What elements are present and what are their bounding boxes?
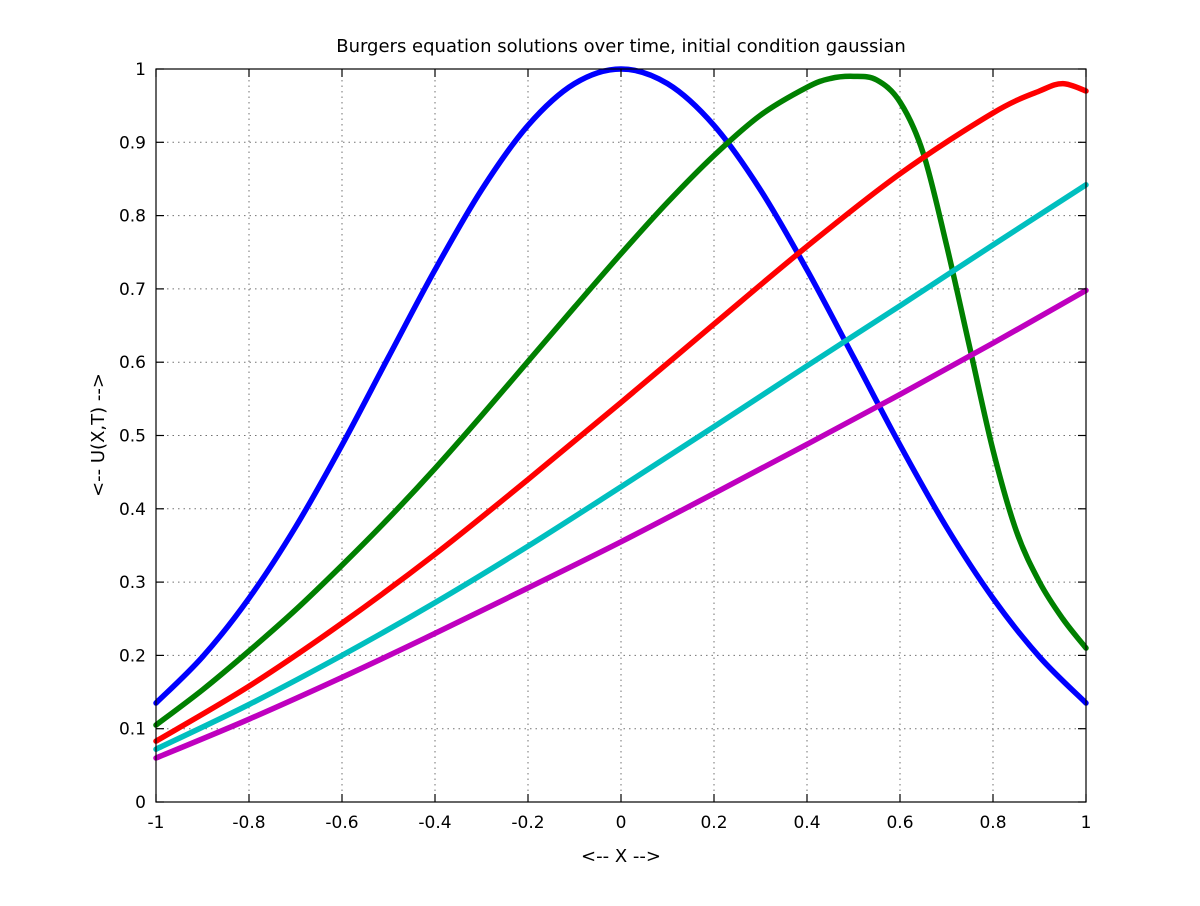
series-line-2 [153, 73, 1089, 728]
y-tick-label: 0.3 [119, 573, 146, 593]
x-tick-label: -1 [148, 813, 165, 833]
x-tick-label: -0.4 [418, 813, 451, 833]
y-tick-label: 1 [135, 60, 146, 80]
x-tick-label: 0.6 [886, 813, 913, 833]
series-lines [153, 66, 1089, 761]
x-tick-label: -0.6 [325, 813, 358, 833]
y-tick-label: 0.7 [119, 280, 146, 300]
y-tick-label: 0.6 [119, 353, 146, 373]
plot-background [156, 69, 1086, 802]
x-tick-label: 0.8 [979, 813, 1006, 833]
x-axis-label: <-- X --> [581, 846, 661, 867]
ticks: -1 -0.8 -0.6 -0.4 -0.2 0 0.2 0.4 0.6 0.8 1 0 0.1 0.2 0… [119, 60, 1091, 833]
y-tick-label: 0.4 [119, 500, 146, 520]
y-tick-label: 0.9 [119, 133, 146, 153]
y-tick-label: 0.1 [119, 720, 146, 740]
y-tick-label: 0.5 [119, 427, 146, 447]
x-tick-label: -0.8 [232, 813, 265, 833]
series-line-5 [153, 287, 1089, 761]
x-tick-label: 0.4 [793, 813, 820, 833]
series-line-3 [153, 80, 1089, 744]
y-tick-label: 0.8 [119, 207, 146, 227]
y-tick-label: 0.2 [119, 646, 146, 666]
y-tick-label: 0 [135, 793, 146, 813]
chart-title: Burgers equation solutions over time, in… [336, 36, 906, 57]
series-line-4 [153, 182, 1089, 752]
x-tick-label: 0 [616, 813, 627, 833]
x-tick-label: 1 [1081, 813, 1092, 833]
y-axis-label: <-- U(X,T) --> [88, 373, 109, 497]
x-tick-label: 0.2 [700, 813, 727, 833]
x-tick-label: -0.2 [511, 813, 544, 833]
